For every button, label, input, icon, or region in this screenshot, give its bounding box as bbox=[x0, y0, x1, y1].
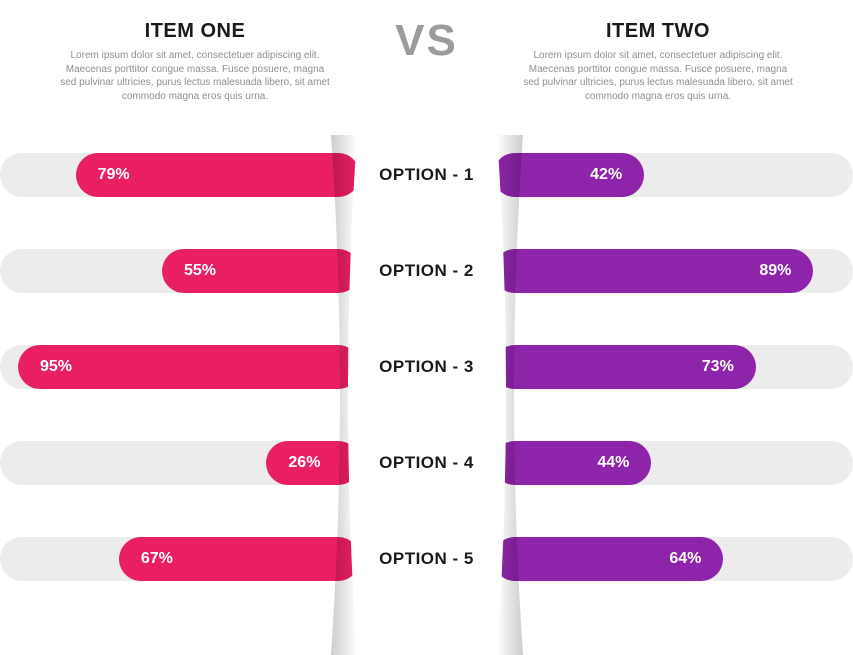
right-bar: 44% bbox=[493, 441, 651, 485]
item-two-title: ITEM TWO bbox=[523, 20, 793, 43]
right-track: 89% bbox=[493, 249, 853, 293]
option-label: OPTION - 1 bbox=[379, 165, 474, 185]
header: ITEM ONE Lorem ipsum dolor sit amet, con… bbox=[0, 0, 853, 103]
left-track: 55% bbox=[0, 249, 360, 293]
right-pct: 44% bbox=[597, 454, 629, 472]
right-pct: 64% bbox=[669, 550, 701, 568]
left-track: 79% bbox=[0, 153, 360, 197]
comparison-row: 95% 73% OPTION - 3 bbox=[0, 345, 853, 389]
right-bar: 73% bbox=[493, 345, 756, 389]
right-pct: 89% bbox=[759, 262, 791, 280]
item-two-desc: Lorem ipsum dolor sit amet, consectetuer… bbox=[523, 49, 793, 103]
left-bar: 26% bbox=[266, 441, 360, 485]
right-track: 73% bbox=[493, 345, 853, 389]
item-one-title: ITEM ONE bbox=[60, 20, 330, 43]
right-track: 64% bbox=[493, 537, 853, 581]
option-label: OPTION - 2 bbox=[379, 261, 474, 281]
left-pct: 79% bbox=[98, 166, 130, 184]
left-track: 26% bbox=[0, 441, 360, 485]
left-bar: 67% bbox=[119, 537, 360, 581]
comparison-row: 26% 44% OPTION - 4 bbox=[0, 441, 853, 485]
left-track: 95% bbox=[0, 345, 360, 389]
right-bar: 42% bbox=[493, 153, 644, 197]
right-track: 44% bbox=[493, 441, 853, 485]
right-pct: 73% bbox=[702, 358, 734, 376]
left-bar: 95% bbox=[18, 345, 360, 389]
right-bar: 64% bbox=[493, 537, 723, 581]
left-bar: 79% bbox=[76, 153, 360, 197]
right-track: 42% bbox=[493, 153, 853, 197]
left-pct: 55% bbox=[184, 262, 216, 280]
left-bar: 55% bbox=[162, 249, 360, 293]
left-pct: 26% bbox=[288, 454, 320, 472]
comparison-chart: 79% 42% OPTION - 1 55% 89% OPTION - 2 95% 73% OP… bbox=[0, 153, 853, 643]
option-label: OPTION - 5 bbox=[379, 549, 474, 569]
left-track: 67% bbox=[0, 537, 360, 581]
right-bar: 89% bbox=[493, 249, 813, 293]
option-label: OPTION - 3 bbox=[379, 357, 474, 377]
header-left: ITEM ONE Lorem ipsum dolor sit amet, con… bbox=[60, 20, 330, 103]
comparison-row: 67% 64% OPTION - 5 bbox=[0, 537, 853, 581]
comparison-row: 55% 89% OPTION - 2 bbox=[0, 249, 853, 293]
vs-label: VS bbox=[395, 16, 458, 66]
item-one-desc: Lorem ipsum dolor sit amet, consectetuer… bbox=[60, 49, 330, 103]
right-pct: 42% bbox=[590, 166, 622, 184]
left-pct: 95% bbox=[40, 358, 72, 376]
left-pct: 67% bbox=[141, 550, 173, 568]
comparison-row: 79% 42% OPTION - 1 bbox=[0, 153, 853, 197]
option-label: OPTION - 4 bbox=[379, 453, 474, 473]
header-right: ITEM TWO Lorem ipsum dolor sit amet, con… bbox=[523, 20, 793, 103]
